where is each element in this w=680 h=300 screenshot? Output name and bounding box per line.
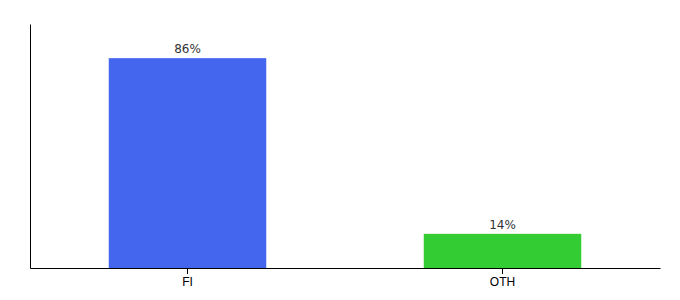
chart: FI OTH 86% 14% xyxy=(0,0,680,300)
bar xyxy=(424,234,582,268)
data-label: 86% xyxy=(174,42,201,56)
x-tick-mark xyxy=(502,268,503,274)
x-tick-label: FI xyxy=(182,275,193,289)
y-axis xyxy=(30,25,31,269)
x-tick: FI xyxy=(182,268,193,289)
x-axis: FI OTH xyxy=(31,268,661,289)
data-label: 14% xyxy=(489,218,516,232)
x-axis-line xyxy=(31,268,661,269)
x-tick-mark xyxy=(187,268,188,274)
x-tick-label: OTH xyxy=(490,275,515,289)
data-labels: 86% 14% xyxy=(174,42,516,232)
x-tick: OTH xyxy=(490,268,515,289)
y-axis-line xyxy=(30,25,31,269)
bar xyxy=(109,58,267,268)
bars xyxy=(109,58,582,268)
plot: FI OTH 86% 14% xyxy=(31,25,661,289)
